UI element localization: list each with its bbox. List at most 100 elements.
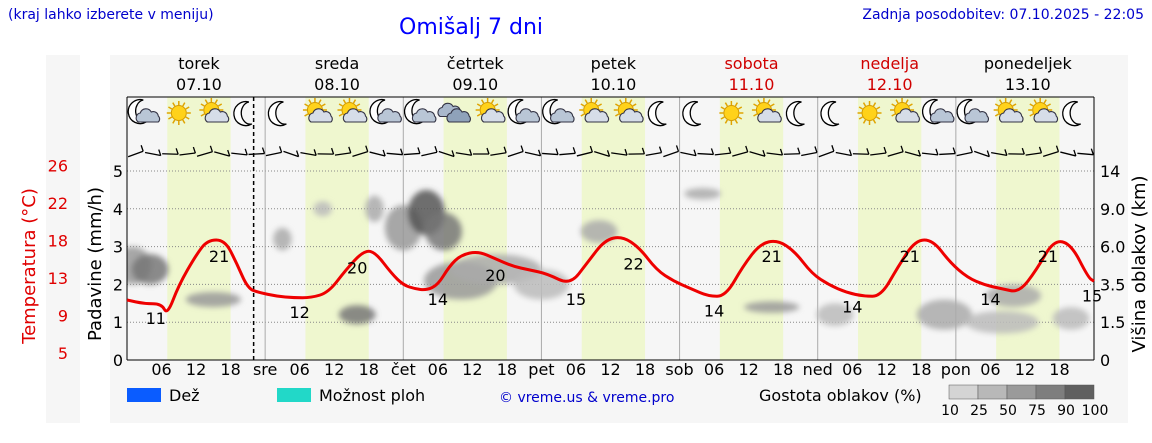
precip-tick-label: 1	[113, 313, 123, 332]
sun-ray	[629, 99, 633, 104]
wind-barb-flag	[278, 146, 283, 153]
wind-barb	[369, 151, 386, 157]
temperature-label: 21	[209, 247, 229, 266]
wind-barb	[714, 152, 731, 156]
sun-ray	[891, 113, 896, 117]
wind-barb-flag	[140, 145, 144, 152]
moon-cloud-icon	[403, 98, 437, 125]
sun-cloud-icon	[579, 98, 610, 123]
region-hint[interactable]: (kraj lahko izberete v meniju)	[8, 7, 214, 23]
cloud-patch	[365, 195, 384, 223]
wind-barb	[939, 152, 956, 156]
wind-barb-flag	[1004, 149, 1008, 156]
cloud-density-swatch	[948, 384, 979, 400]
wind-barb-flag	[261, 147, 266, 154]
temperature-label: 20	[485, 266, 505, 285]
cloud-patch	[965, 310, 1039, 334]
wind-barb-flag	[209, 145, 214, 153]
sun-ray	[770, 103, 775, 107]
wind-barb-flag	[917, 149, 922, 157]
sun-disc	[170, 105, 187, 121]
rain-label: Dež	[169, 386, 200, 405]
day-date: 11.10	[729, 75, 775, 94]
wind-barb-flag	[658, 146, 663, 153]
wind-barb-flag	[520, 145, 524, 152]
wind-barb	[248, 152, 265, 156]
wind-barb-flag	[572, 147, 576, 154]
cloud-density-swatch	[1064, 384, 1095, 400]
cloud-patch	[273, 227, 292, 251]
temperature-series: 11 21 12 20 14 20 15 22 14 21 14 21 14 21 15	[126, 236, 1102, 328]
moon-icon	[785, 100, 805, 127]
x-day-short: čet	[391, 360, 416, 379]
sun-ray	[724, 119, 729, 124]
x-tick-label: 18	[359, 360, 379, 379]
sun-ray	[994, 103, 1000, 107]
temperature-label: 12	[289, 303, 309, 322]
wind-barb	[697, 152, 714, 156]
wind-barb	[663, 150, 679, 158]
sun-ray	[168, 116, 173, 120]
wind-barb	[421, 151, 438, 157]
wind-barb-flag	[1090, 148, 1094, 155]
wind-barb	[214, 151, 230, 157]
sun-ray	[321, 103, 326, 107]
wind-barb-flag	[814, 146, 818, 153]
sun-icon	[166, 101, 191, 125]
sun-ray	[480, 99, 485, 104]
wind-barb-flag	[1021, 147, 1025, 155]
x-tick-label: 06	[980, 360, 1000, 379]
cloud-shape	[377, 108, 402, 123]
wind-barb-flag	[382, 149, 386, 157]
wind-barb	[611, 152, 628, 156]
wind-barb-flag	[555, 148, 559, 155]
daylight-band	[719, 97, 784, 360]
moon-cloud-icon	[507, 98, 541, 125]
cloud-height-tick-label: 9.0	[1100, 200, 1125, 219]
cloud-height-tick-label: 6.0	[1100, 238, 1125, 257]
x-tick-label: 18	[1049, 360, 1069, 379]
wind-barb-flag	[175, 148, 179, 155]
x-tick-label: 18	[220, 360, 240, 379]
sun-ray	[494, 103, 499, 107]
temp-tick-label: 13	[48, 269, 68, 288]
cloud-shape	[1033, 108, 1059, 123]
sun-ray	[908, 103, 913, 107]
sun-ray	[168, 106, 173, 110]
wind-barb	[1042, 151, 1059, 157]
sun-cloud-icon	[993, 98, 1024, 123]
sun-ray	[594, 99, 598, 104]
sun-ray	[1009, 99, 1013, 104]
wind-barb	[265, 151, 282, 157]
moon-shape	[267, 100, 287, 127]
sun-ray	[580, 113, 585, 117]
moon-shape	[403, 98, 423, 125]
wind-barb	[300, 151, 317, 157]
wind-barb-flag	[762, 149, 766, 157]
cloud-density-step: 100	[1082, 403, 1109, 419]
moon-icon	[1062, 100, 1082, 127]
wind-barb-flag	[589, 145, 593, 153]
x-tick-label: 06	[704, 360, 724, 379]
sun-ray	[200, 113, 205, 117]
wind-barb-flag	[986, 150, 990, 157]
wind-barb-flag	[779, 148, 784, 156]
daylight-band	[167, 97, 231, 360]
sun-ray	[204, 99, 208, 104]
wind-barb	[507, 150, 524, 158]
temp-tick-label: 26	[48, 157, 68, 176]
sun-cloud-icon	[302, 98, 333, 123]
wind-barb	[973, 150, 990, 158]
sun-ray	[619, 99, 623, 104]
moon-shape	[127, 98, 147, 125]
cloud-patch	[185, 291, 241, 308]
cloud-density-step: 50	[999, 403, 1017, 419]
wind-barb-flag	[710, 148, 715, 155]
sun-cloud-icon	[475, 98, 506, 123]
sun-ray	[1012, 103, 1017, 107]
cloud-height-tick-label: 1.5	[1100, 313, 1125, 332]
sun-ray	[724, 102, 729, 107]
moon-cloud-icon	[369, 98, 402, 125]
day-name: četrtek	[447, 54, 505, 73]
